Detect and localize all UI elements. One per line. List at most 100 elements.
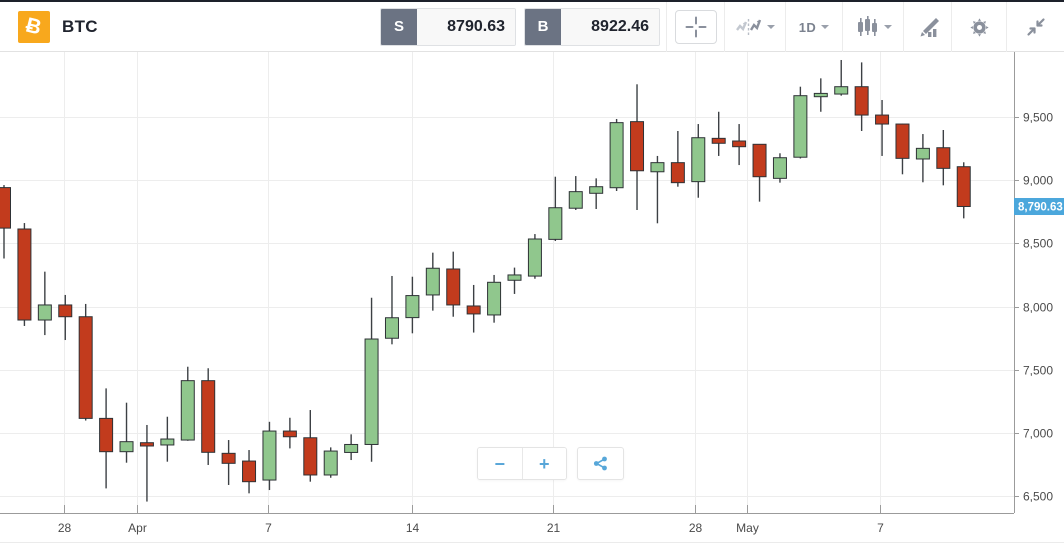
current-price-tag: 8,790.63 bbox=[1014, 198, 1064, 216]
candle-up bbox=[364, 338, 379, 445]
compare-charts-icon bbox=[735, 19, 761, 35]
chevron-down-icon bbox=[883, 25, 892, 29]
settings-button[interactable] bbox=[951, 2, 1006, 52]
candle-up bbox=[915, 147, 930, 160]
x-axis-label: 28 bbox=[689, 521, 703, 535]
candle-down bbox=[221, 452, 236, 464]
candle-down bbox=[78, 316, 93, 419]
sell-letter: S bbox=[381, 8, 417, 45]
candle-up bbox=[548, 207, 563, 240]
btc-logo: Ƀ bbox=[18, 10, 50, 43]
trade-buttons: S 8790.63 B 8922.46 bbox=[380, 2, 666, 51]
candle-down bbox=[139, 442, 154, 447]
buy-button[interactable]: B 8922.46 bbox=[524, 7, 660, 46]
candle-up bbox=[405, 295, 420, 319]
candle-up bbox=[772, 157, 787, 179]
instrument-header: Ƀ BTC bbox=[0, 2, 380, 51]
zoom-out-button[interactable]: − bbox=[478, 448, 523, 479]
candle-up bbox=[262, 430, 277, 481]
candle-down bbox=[895, 123, 910, 159]
candle-up bbox=[568, 191, 583, 209]
candle-down bbox=[58, 304, 73, 318]
chevron-down-icon bbox=[766, 25, 775, 29]
candle-up bbox=[384, 317, 399, 339]
sell-button[interactable]: S 8790.63 bbox=[380, 7, 516, 46]
candle-down bbox=[711, 137, 726, 144]
timeframe-dropdown[interactable]: 1D bbox=[785, 2, 842, 52]
candle-up bbox=[589, 186, 604, 194]
draw-icon bbox=[920, 18, 939, 37]
toolbar-tools: 1D bbox=[666, 2, 1064, 52]
chart-style-dropdown[interactable] bbox=[842, 2, 903, 52]
y-axis-label: 7,500 bbox=[1023, 364, 1053, 378]
candle-down bbox=[670, 162, 685, 184]
candle-up bbox=[834, 86, 849, 95]
buy-letter: B bbox=[525, 8, 561, 45]
candle-down bbox=[936, 147, 951, 169]
candle-down bbox=[17, 228, 32, 321]
zoom-in-button[interactable]: + bbox=[522, 448, 566, 479]
candles bbox=[0, 59, 971, 502]
candle-down bbox=[956, 166, 971, 208]
y-axis-label: 9,000 bbox=[1023, 174, 1053, 188]
candlestick-chart: 9,500 9,000 8,500 8,000 7,500 7,000 6,500 28 Apr… bbox=[0, 52, 1064, 535]
crosshair-icon bbox=[685, 16, 706, 38]
candle-up bbox=[160, 438, 175, 446]
candle-down bbox=[0, 187, 11, 229]
x-axis-label: 7 bbox=[877, 521, 884, 535]
collapse-chart-button[interactable] bbox=[1006, 2, 1064, 52]
y-axis-label: 6,500 bbox=[1023, 490, 1053, 504]
chart-canvas[interactable]: 9,500 9,000 8,500 8,000 7,500 7,000 6,500 28 Apr… bbox=[0, 52, 1064, 546]
candle-up bbox=[119, 441, 134, 453]
y-axis-label: 7,000 bbox=[1023, 427, 1053, 441]
sell-price: 8790.63 bbox=[417, 8, 515, 45]
crosshair-button-frame bbox=[674, 10, 717, 44]
chart-toolbar: Ƀ BTC S 8790.63 B 8922.46 bbox=[0, 2, 1064, 52]
candle-up bbox=[323, 450, 338, 476]
timeframe-label: 1D bbox=[798, 19, 817, 35]
collapse-icon bbox=[1026, 18, 1045, 36]
bitcoin-icon: Ƀ bbox=[23, 13, 45, 40]
gridlines bbox=[0, 52, 1014, 513]
candle-down bbox=[282, 430, 297, 438]
candle-down bbox=[242, 460, 257, 483]
candle-down bbox=[466, 305, 481, 315]
x-axis-label: 14 bbox=[406, 521, 420, 535]
candle-down bbox=[99, 417, 114, 453]
candle-up bbox=[37, 304, 52, 321]
gear-icon bbox=[969, 17, 989, 37]
y-axis-label: 8,500 bbox=[1023, 237, 1053, 251]
x-axis-label: 21 bbox=[547, 521, 561, 535]
share-button[interactable] bbox=[577, 447, 624, 480]
buy-price: 8922.46 bbox=[561, 8, 659, 45]
candle-down bbox=[303, 437, 318, 476]
candle-up bbox=[344, 443, 359, 453]
zoom-control-group: − + bbox=[477, 447, 567, 480]
y-axis-label: 8,000 bbox=[1023, 301, 1053, 315]
candle-up bbox=[180, 380, 195, 441]
current-price-label: 8,790.63 bbox=[1018, 202, 1063, 214]
draw-tool-button[interactable] bbox=[903, 2, 951, 52]
x-axis-label: 7 bbox=[265, 521, 272, 535]
compare-charts-button[interactable] bbox=[724, 2, 785, 52]
candle-down bbox=[752, 143, 767, 178]
axes: 9,500 9,000 8,500 8,000 7,500 7,000 6,500 28 Apr… bbox=[0, 52, 1053, 535]
candle-up bbox=[527, 238, 542, 277]
bottom-divider bbox=[0, 542, 1064, 543]
share-icon bbox=[593, 456, 607, 471]
candle-up bbox=[507, 274, 522, 281]
candle-down bbox=[854, 86, 869, 116]
instrument-symbol: BTC bbox=[62, 16, 98, 36]
crosshair-tool-button[interactable] bbox=[666, 2, 724, 52]
x-axis-label: May bbox=[736, 521, 759, 535]
candle-up bbox=[691, 137, 706, 183]
candle-down bbox=[875, 114, 890, 125]
y-axis-label: 9,500 bbox=[1023, 111, 1053, 125]
chevron-down-icon bbox=[821, 25, 830, 29]
candle-down bbox=[732, 140, 747, 148]
candle-up bbox=[793, 95, 808, 158]
x-axis-label: Apr bbox=[128, 521, 147, 535]
top-accent-bar bbox=[0, 0, 1064, 2]
x-axis-label: 28 bbox=[58, 521, 72, 535]
candle-down bbox=[630, 121, 645, 172]
